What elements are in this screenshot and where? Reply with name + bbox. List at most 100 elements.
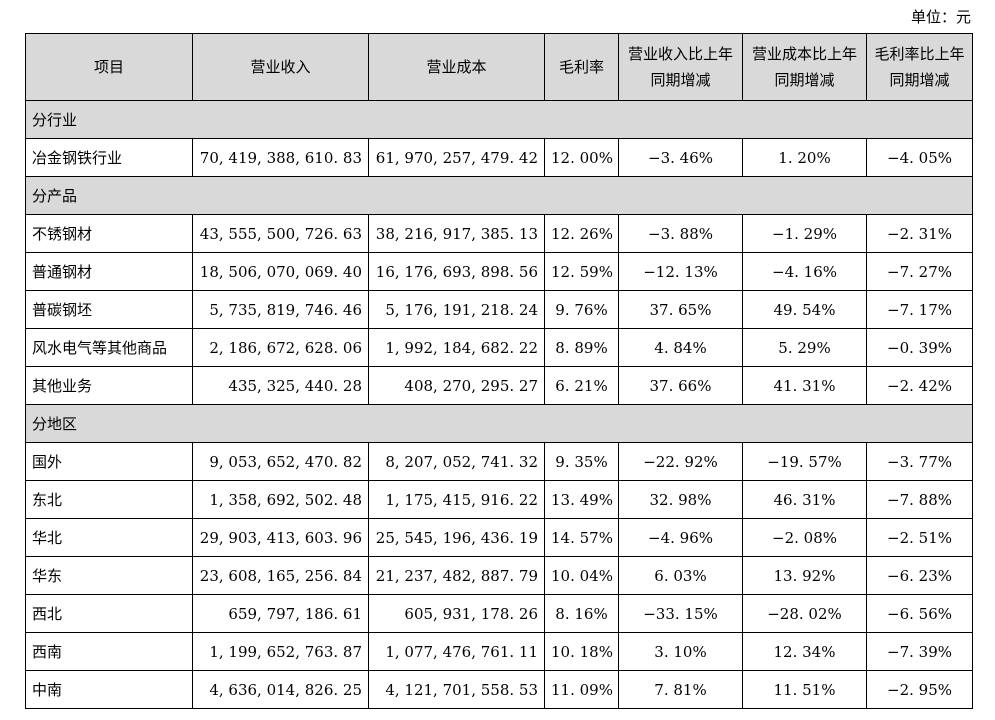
cost-yoy-cell: 49. 54% bbox=[742, 290, 867, 329]
header-row: 项目 营业收入 营业成本 毛利率 营业收入比上年同期增减 营业成本比上年同期增减… bbox=[25, 33, 973, 101]
cost-cell: 1, 992, 184, 682. 22 bbox=[368, 328, 545, 367]
revenue-cell: 4, 636, 014, 826. 25 bbox=[192, 670, 369, 709]
unit-label: 单位：元 bbox=[910, 8, 971, 26]
gross-margin-cell: 10. 04% bbox=[544, 556, 619, 595]
section-title: 分行业 bbox=[25, 100, 973, 139]
gross-margin-cell: 9. 35% bbox=[544, 442, 619, 481]
header-margin-yoy: 毛利率比上年同期增减 bbox=[866, 33, 973, 101]
table-row: 风水电气等其他商品 2, 186, 672, 628. 06 1, 992, 184… bbox=[25, 328, 973, 367]
table-row: 其他业务 435, 325, 440. 28 408, 270, 295. 27 6.… bbox=[25, 366, 973, 405]
revenue-cell: 43, 555, 500, 726. 63 bbox=[192, 214, 369, 253]
revenue-cell: 5, 735, 819, 746. 46 bbox=[192, 290, 369, 329]
margin-yoy-cell: −2. 95% bbox=[866, 670, 973, 709]
cost-yoy-cell: −4. 16% bbox=[742, 252, 867, 291]
revenue-yoy-cell: 4. 84% bbox=[618, 328, 743, 367]
cost-cell: 61, 970, 257, 479. 42 bbox=[368, 138, 545, 177]
margin-yoy-cell: −3. 77% bbox=[866, 442, 973, 481]
revenue-yoy-cell: −3. 88% bbox=[618, 214, 743, 253]
cost-cell: 1, 175, 415, 916. 22 bbox=[368, 480, 545, 519]
margin-yoy-cell: −7. 88% bbox=[866, 480, 973, 519]
cost-cell: 5, 176, 191, 218. 24 bbox=[368, 290, 545, 329]
cost-cell: 38, 216, 917, 385. 13 bbox=[368, 214, 545, 253]
section-row: 分产品 bbox=[25, 176, 973, 215]
revenue-cell: 659, 797, 186. 61 bbox=[192, 594, 369, 633]
margin-yoy-cell: −2. 42% bbox=[866, 366, 973, 405]
revenue-cell: 1, 358, 692, 502. 48 bbox=[192, 480, 369, 519]
gross-margin-cell: 12. 00% bbox=[544, 138, 619, 177]
table-row: 西南 1, 199, 652, 763. 87 1, 077, 476, 761. … bbox=[25, 632, 973, 671]
revenue-cell: 18, 506, 070, 069. 40 bbox=[192, 252, 369, 291]
section-title: 分产品 bbox=[25, 176, 973, 215]
cost-yoy-cell: 41. 31% bbox=[742, 366, 867, 405]
margin-yoy-cell: −7. 17% bbox=[866, 290, 973, 329]
item-name-cell: 普碳钢坯 bbox=[25, 290, 193, 329]
revenue-cell: 70, 419, 388, 610. 83 bbox=[192, 138, 369, 177]
item-name-cell: 华北 bbox=[25, 518, 193, 557]
revenue-yoy-cell: −22. 92% bbox=[618, 442, 743, 481]
margin-yoy-cell: −2. 51% bbox=[866, 518, 973, 557]
item-name-cell: 风水电气等其他商品 bbox=[25, 328, 193, 367]
margin-yoy-cell: −7. 27% bbox=[866, 252, 973, 291]
cost-cell: 4, 121, 701, 558. 53 bbox=[368, 670, 545, 709]
revenue-cell: 1, 199, 652, 763. 87 bbox=[192, 632, 369, 671]
margin-yoy-cell: −2. 31% bbox=[866, 214, 973, 253]
cost-yoy-cell: 12. 34% bbox=[742, 632, 867, 671]
table-row: 国外 9, 053, 652, 470. 82 8, 207, 052, 741. … bbox=[25, 442, 973, 481]
margin-yoy-cell: −6. 23% bbox=[866, 556, 973, 595]
header-revenue: 营业收入 bbox=[192, 33, 369, 101]
cost-cell: 21, 237, 482, 887. 79 bbox=[368, 556, 545, 595]
header-cost: 营业成本 bbox=[368, 33, 545, 101]
item-name-cell: 国外 bbox=[25, 442, 193, 481]
revenue-yoy-cell: 37. 66% bbox=[618, 366, 743, 405]
cost-yoy-cell: 1. 20% bbox=[742, 138, 867, 177]
cost-yoy-cell: −1. 29% bbox=[742, 214, 867, 253]
gross-margin-cell: 8. 16% bbox=[544, 594, 619, 633]
section-title: 分地区 bbox=[25, 404, 973, 443]
revenue-yoy-cell: 32. 98% bbox=[618, 480, 743, 519]
item-name-cell: 中南 bbox=[25, 670, 193, 709]
cost-cell: 16, 176, 693, 898. 56 bbox=[368, 252, 545, 291]
cost-yoy-cell: −2. 08% bbox=[742, 518, 867, 557]
revenue-cell: 23, 608, 165, 256. 84 bbox=[192, 556, 369, 595]
table-row: 华东 23, 608, 165, 256. 84 21, 237, 482, 887… bbox=[25, 556, 973, 595]
revenue-cell: 29, 903, 413, 603. 96 bbox=[192, 518, 369, 557]
gross-margin-cell: 8. 89% bbox=[544, 328, 619, 367]
item-name-cell: 不锈钢材 bbox=[25, 214, 193, 253]
item-name-cell: 西北 bbox=[25, 594, 193, 633]
gross-margin-cell: 14. 57% bbox=[544, 518, 619, 557]
revenue-yoy-cell: 7. 81% bbox=[618, 670, 743, 709]
cost-cell: 1, 077, 476, 761. 11 bbox=[368, 632, 545, 671]
cost-cell: 25, 545, 196, 436. 19 bbox=[368, 518, 545, 557]
cost-yoy-cell: 46. 31% bbox=[742, 480, 867, 519]
revenue-yoy-cell: −3. 46% bbox=[618, 138, 743, 177]
table-row: 冶金钢铁行业 70, 419, 388, 610. 83 61, 970, 257,… bbox=[25, 138, 973, 177]
cost-yoy-cell: 13. 92% bbox=[742, 556, 867, 595]
table-row: 西北 659, 797, 186. 61 605, 931, 178. 26 8. 1… bbox=[25, 594, 973, 633]
item-name-cell: 华东 bbox=[25, 556, 193, 595]
revenue-yoy-cell: 6. 03% bbox=[618, 556, 743, 595]
revenue-yoy-cell: 37. 65% bbox=[618, 290, 743, 329]
header-cost-yoy: 营业成本比上年同期增减 bbox=[742, 33, 867, 101]
item-name-cell: 普通钢材 bbox=[25, 252, 193, 291]
margin-yoy-cell: −0. 39% bbox=[866, 328, 973, 367]
cost-yoy-cell: −19. 57% bbox=[742, 442, 867, 481]
gross-margin-cell: 13. 49% bbox=[544, 480, 619, 519]
section-row: 分行业 bbox=[25, 100, 973, 139]
margin-yoy-cell: −7. 39% bbox=[866, 632, 973, 671]
gross-margin-cell: 10. 18% bbox=[544, 632, 619, 671]
gross-margin-cell: 9. 76% bbox=[544, 290, 619, 329]
item-name-cell: 其他业务 bbox=[25, 366, 193, 405]
item-name-cell: 东北 bbox=[25, 480, 193, 519]
gross-margin-cell: 11. 09% bbox=[544, 670, 619, 709]
table-row: 华北 29, 903, 413, 603. 96 25, 545, 196, 436… bbox=[25, 518, 973, 557]
section-row: 分地区 bbox=[25, 404, 973, 443]
header-gross-margin: 毛利率 bbox=[544, 33, 619, 101]
revenue-table: 项目 营业收入 营业成本 毛利率 营业收入比上年同期增减 营业成本比上年同期增减… bbox=[25, 33, 973, 709]
revenue-cell: 435, 325, 440. 28 bbox=[192, 366, 369, 405]
table-row: 不锈钢材 43, 555, 500, 726. 63 38, 216, 917, 3… bbox=[25, 214, 973, 253]
revenue-yoy-cell: 3. 10% bbox=[618, 632, 743, 671]
revenue-cell: 2, 186, 672, 628. 06 bbox=[192, 328, 369, 367]
revenue-yoy-cell: −33. 15% bbox=[618, 594, 743, 633]
revenue-yoy-cell: −12. 13% bbox=[618, 252, 743, 291]
item-name-cell: 西南 bbox=[25, 632, 193, 671]
